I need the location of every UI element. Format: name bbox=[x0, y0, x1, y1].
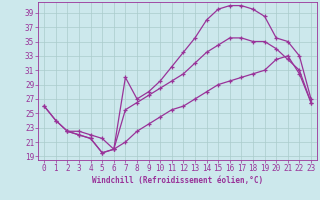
X-axis label: Windchill (Refroidissement éolien,°C): Windchill (Refroidissement éolien,°C) bbox=[92, 176, 263, 185]
